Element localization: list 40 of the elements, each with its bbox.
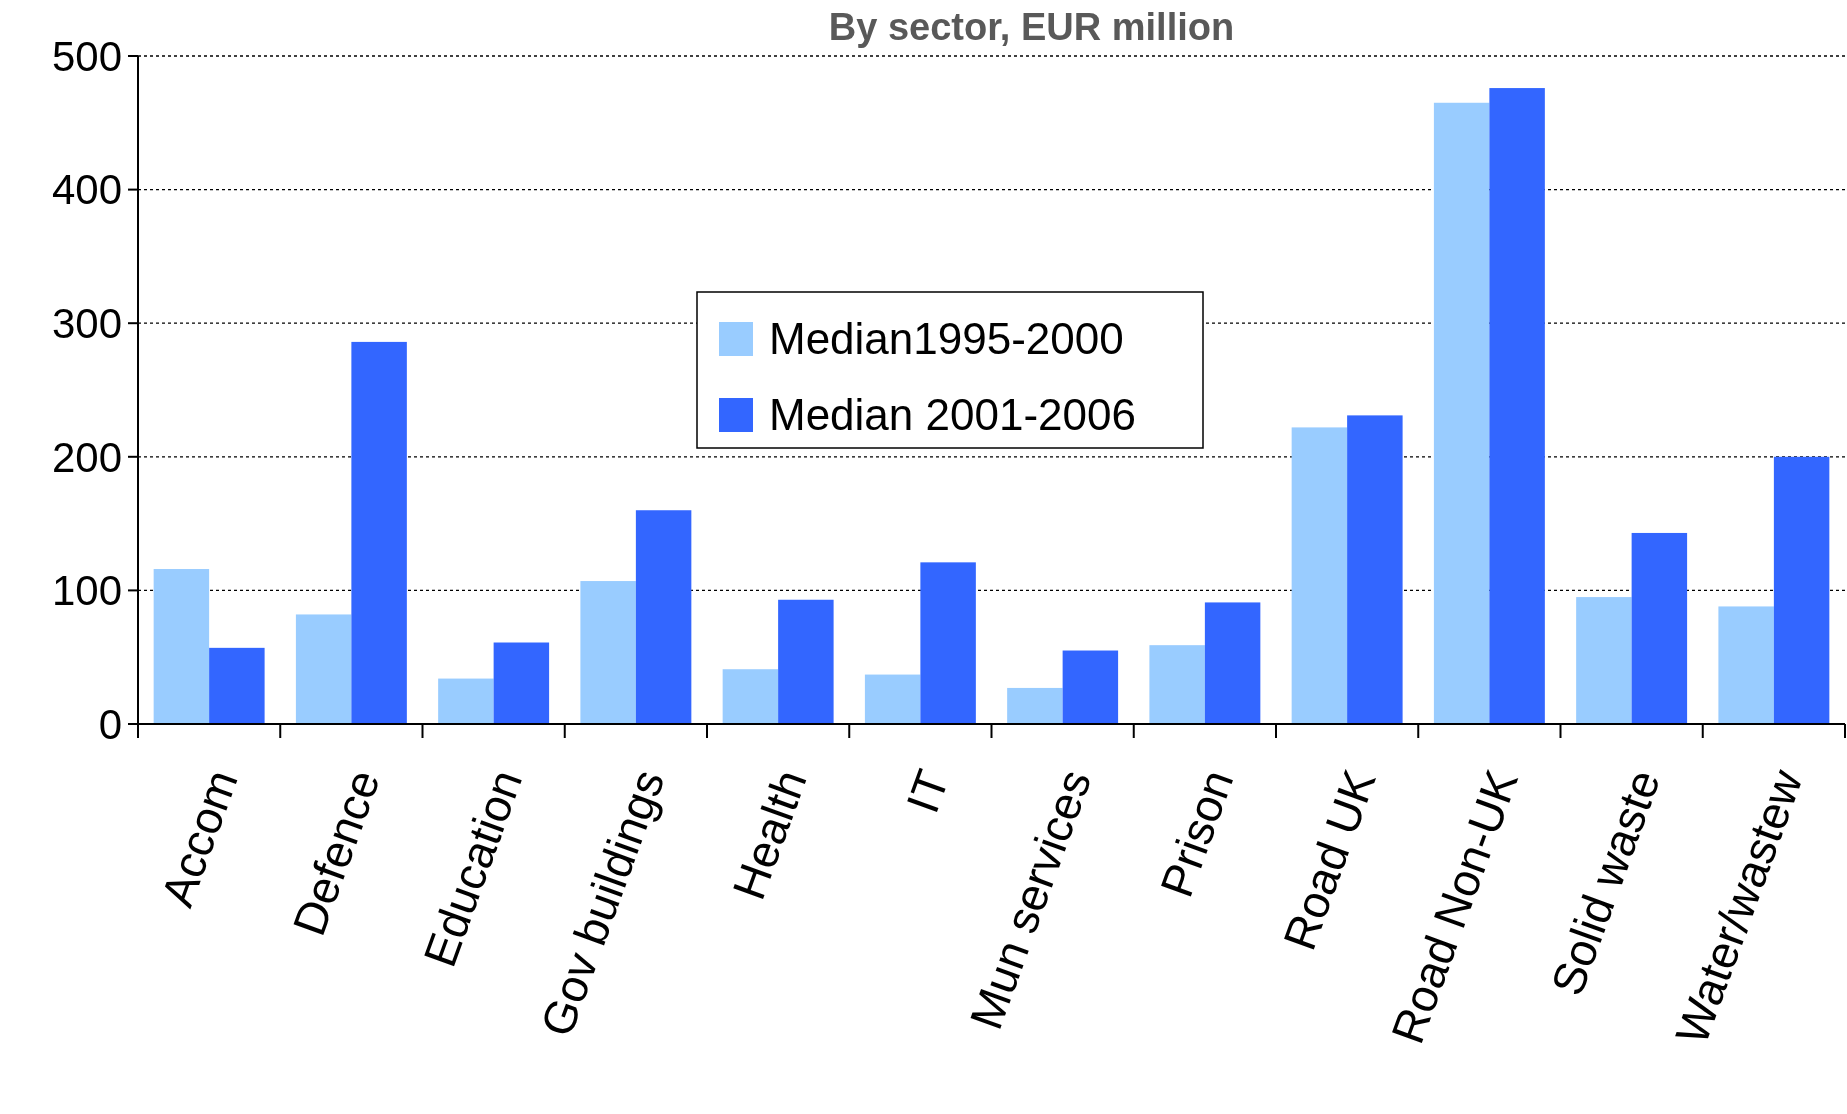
legend-label: Median 2001-2006 [769,390,1136,440]
bar [209,647,265,724]
y-tick-label: 100 [51,567,122,615]
bar [920,562,976,724]
bar [1062,650,1119,724]
bar [1631,532,1688,724]
x-tick-label: Mun services [959,763,1102,1036]
y-tick-label: 300 [51,299,122,347]
chart-title: By sector, EUR million [828,6,1235,48]
bar [778,599,834,724]
bar [1489,88,1545,724]
bar [1576,597,1632,724]
legend-label: Median1995-2000 [769,314,1124,364]
bar [722,669,779,724]
bar [493,642,550,724]
y-tick-label: 400 [51,166,122,214]
y-tick-label: 200 [51,433,122,481]
bar [635,510,692,724]
bar [580,581,636,724]
x-tick-label: Accom [150,763,248,914]
bar [1007,687,1063,724]
x-tick-label: IT [896,763,959,820]
x-tick-label: Health [722,763,817,906]
bar [1149,645,1205,724]
y-tick-label: 0 [98,700,122,748]
y-tick-label: 500 [51,32,122,80]
x-tick-label: Road UK [1272,762,1386,957]
bar [1347,415,1403,724]
bar [295,614,352,724]
bar [864,674,921,724]
x-tick-label: Solid waste [1540,763,1671,1002]
bar [1433,102,1490,724]
x-tick-label: Prison [1149,763,1244,904]
bar [438,678,494,724]
bar [351,341,407,724]
bar [1773,456,1830,724]
bar [1204,602,1261,724]
bar [1718,606,1774,724]
bar [1291,427,1348,724]
bar [153,569,210,724]
